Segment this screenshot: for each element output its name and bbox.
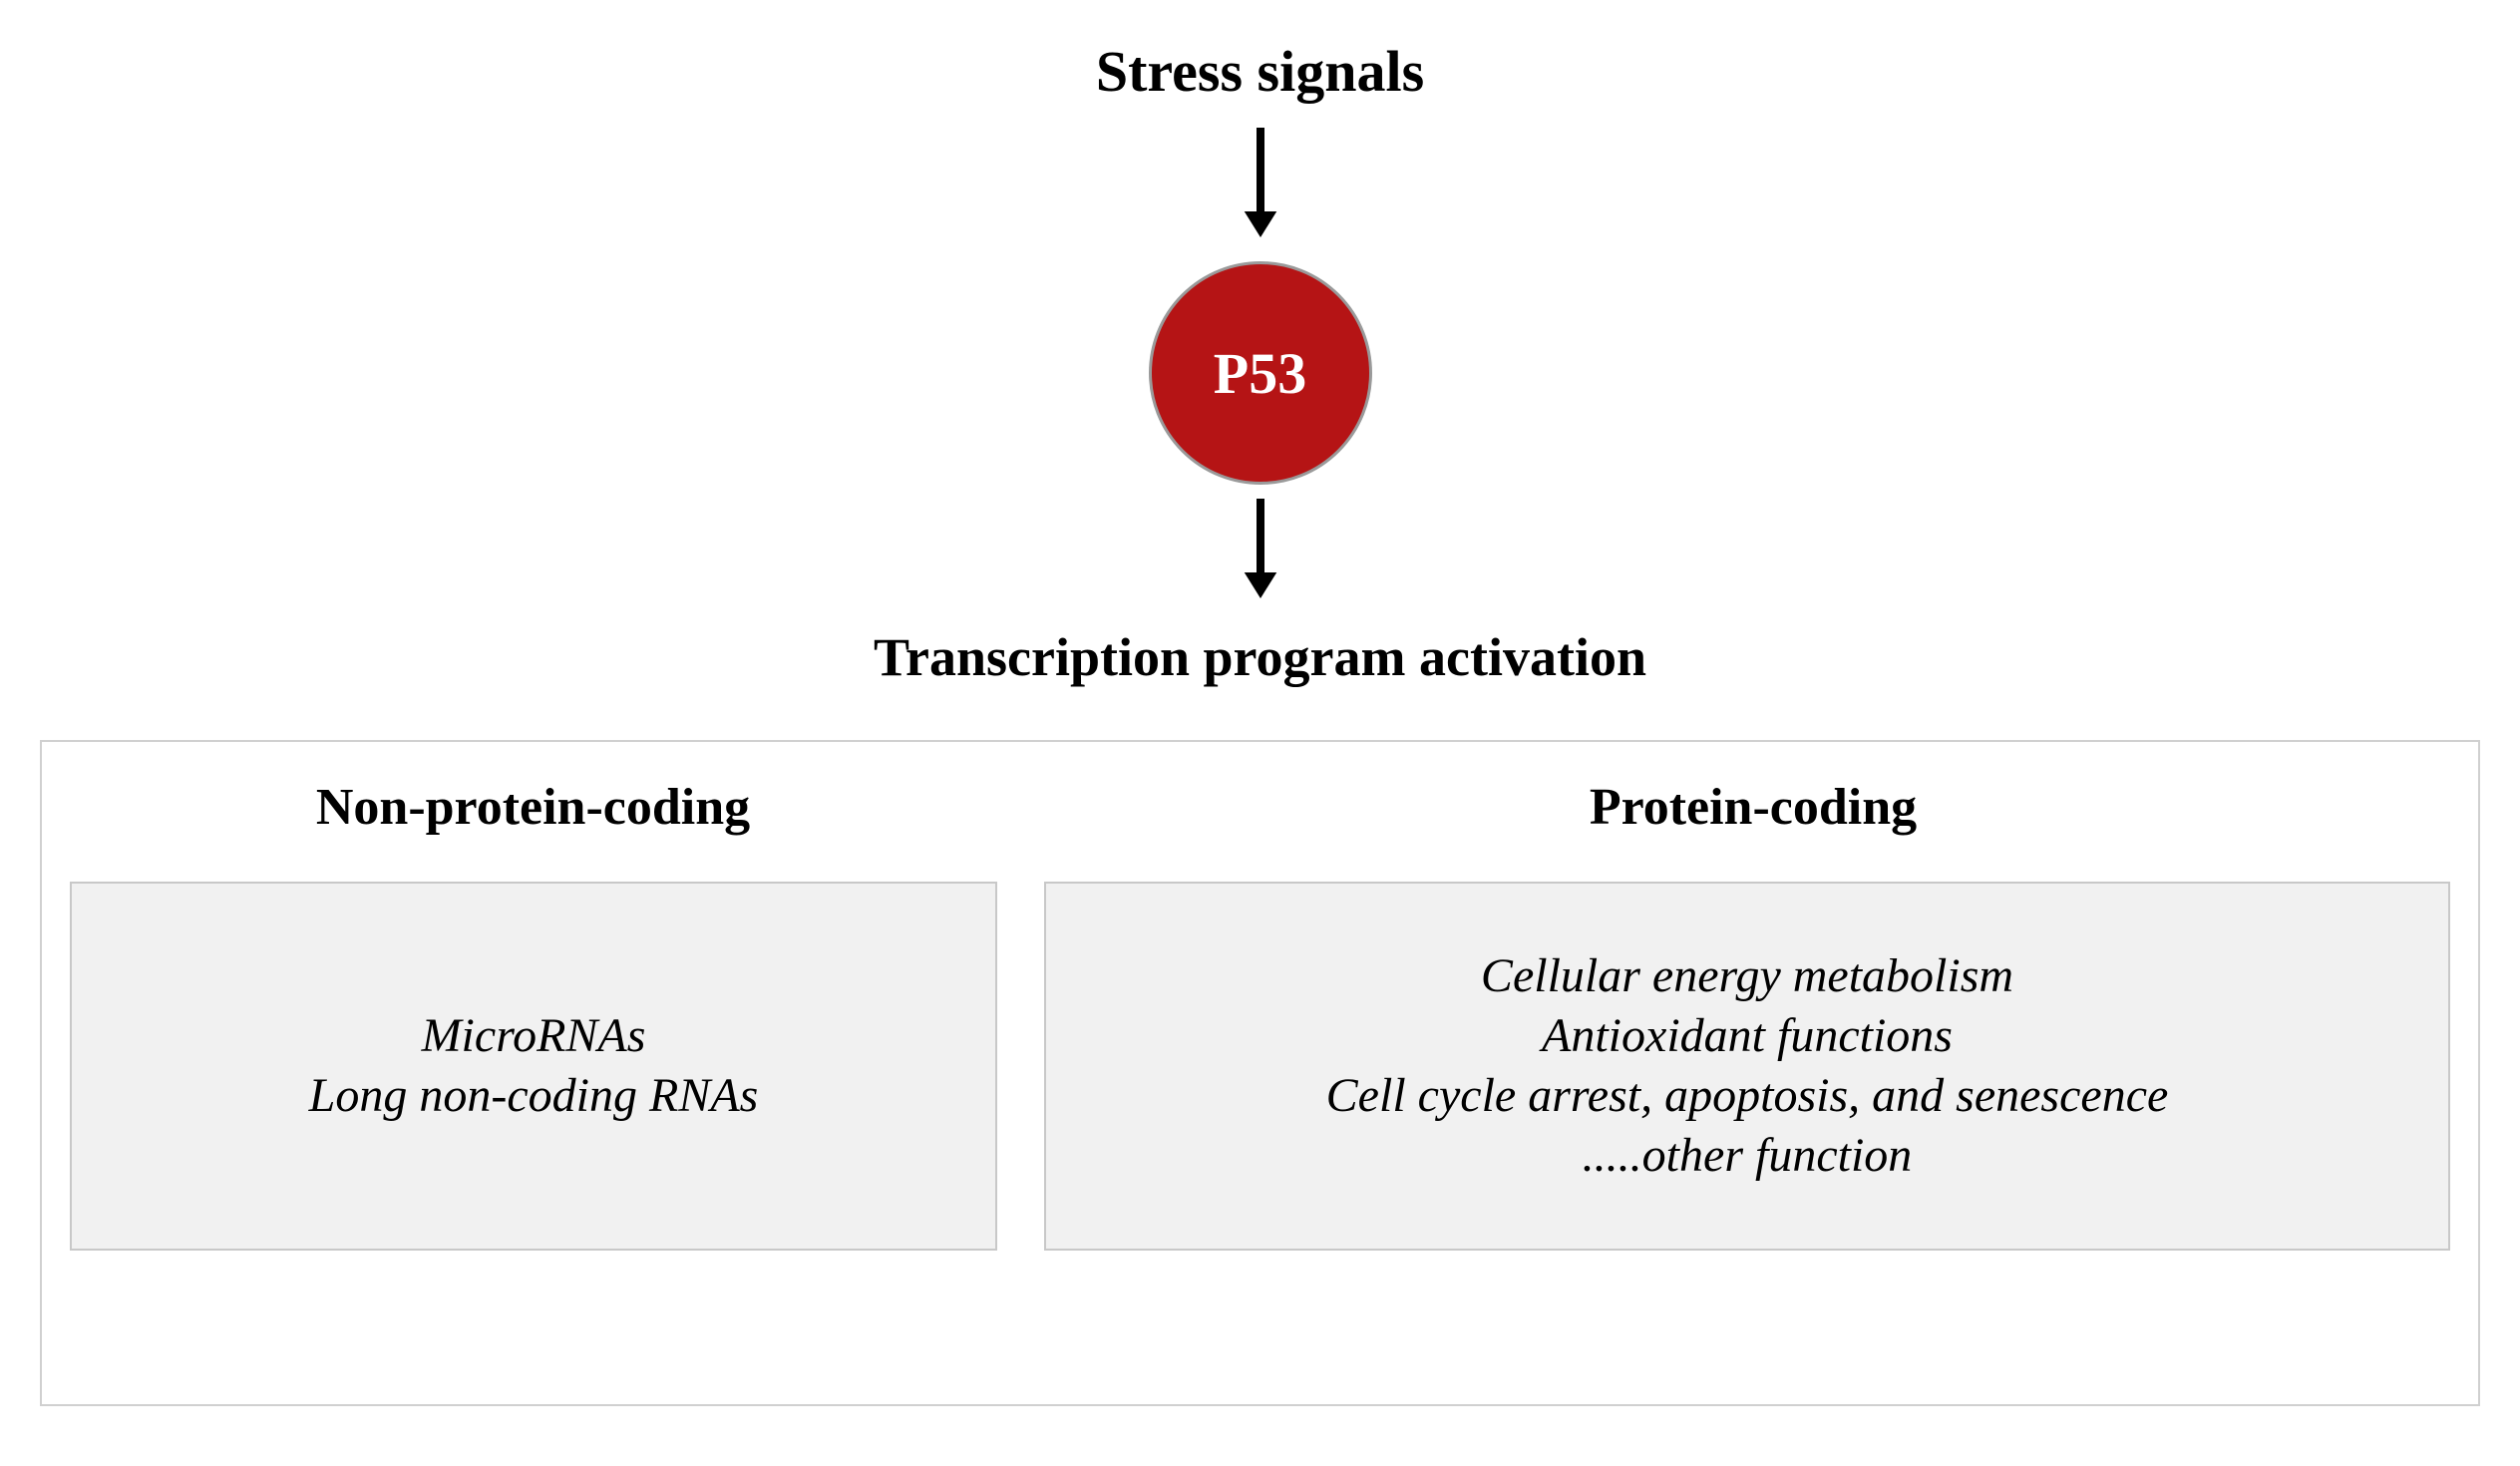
list-item: MicroRNAs bbox=[422, 1006, 646, 1066]
non-protein-coding-box: MicroRNAsLong non-coding RNAs bbox=[70, 882, 997, 1251]
list-item: Long non-coding RNAs bbox=[309, 1066, 759, 1126]
arrow-down-icon bbox=[1235, 499, 1286, 598]
non-protein-coding-column: Non-protein-coding MicroRNAsLong non-cod… bbox=[42, 742, 1024, 1404]
diagram-canvas: Stress signals P53 Transcription program… bbox=[0, 0, 2520, 1466]
protein-coding-column: Protein-coding Cellular energy metabolis… bbox=[1024, 742, 2482, 1404]
p53-label: P53 bbox=[1214, 340, 1306, 407]
list-item: Antioxidant functions bbox=[1542, 1006, 1953, 1066]
transcription-activation-title: Transcription program activation bbox=[0, 626, 2520, 688]
p53-node: P53 bbox=[1149, 261, 1372, 485]
stress-signals-title: Stress signals bbox=[0, 38, 2520, 105]
list-item: Cell cycle arrest, apoptosis, and senesc… bbox=[1326, 1066, 2169, 1126]
arrow-down-icon bbox=[1235, 128, 1286, 237]
list-item: .....other function bbox=[1583, 1126, 1913, 1186]
list-item: Cellular energy metabolism bbox=[1481, 946, 2013, 1006]
protein-coding-box: Cellular energy metabolismAntioxidant fu… bbox=[1044, 882, 2450, 1251]
protein-coding-header: Protein-coding bbox=[1024, 778, 2482, 837]
non-protein-coding-header: Non-protein-coding bbox=[42, 778, 1024, 837]
targets-container: Non-protein-coding MicroRNAsLong non-cod… bbox=[40, 740, 2480, 1406]
